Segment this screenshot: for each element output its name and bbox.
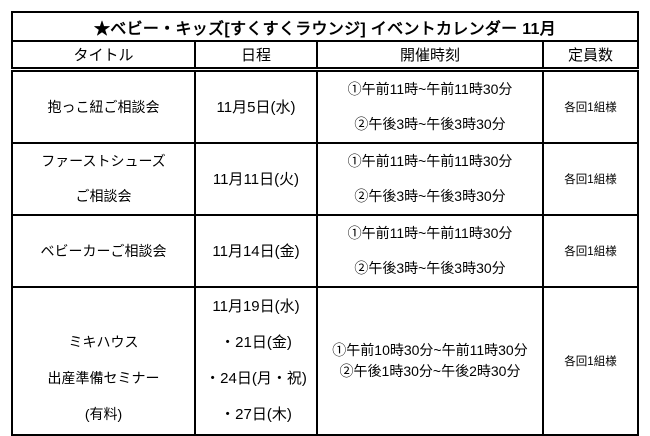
event-time-cell: ①午前11時~午前11時30分 ②午後3時~午後3時30分 xyxy=(316,214,544,288)
column-header-title: タイトル xyxy=(11,40,196,72)
event-date-line: 11月19日(水) xyxy=(212,298,300,315)
capacity-label: 各回1組様 xyxy=(564,174,617,186)
capacity-label: 各回1組様 xyxy=(564,246,617,258)
event-date-cell: 11月19日(水) ・21日(金) ・24日(月・祝) ・27日(木) xyxy=(194,286,318,436)
column-header-date: 日程 xyxy=(194,40,318,72)
event-title-line: (有料) xyxy=(84,406,123,422)
column-header-row: タイトル 日程 開催時刻 定員数 xyxy=(11,40,639,72)
column-header-time: 開催時刻 xyxy=(316,40,544,72)
event-time-line: ②午後1時30分~午後2時30分 xyxy=(339,363,521,379)
event-date-line: ・27日(木) xyxy=(220,406,292,423)
event-title-cell: ベビーカーご相談会 xyxy=(11,214,196,288)
capacity-label: 各回1組様 xyxy=(564,102,617,114)
calendar-title-row: ★ベビー・キッズ[すくすくラウンジ] イベントカレンダー 11月 xyxy=(11,11,639,42)
event-calendar: ★ベビー・キッズ[すくすくラウンジ] イベントカレンダー 11月 タイトル 日程… xyxy=(11,11,639,436)
calendar-table: ★ベビー・キッズ[すくすくラウンジ] イベントカレンダー 11月 タイトル 日程… xyxy=(11,11,639,436)
event-time-cell: ①午前10時30分~午前11時30分 ②午後1時30分~午後2時30分 xyxy=(316,286,544,436)
event-time-cell: ①午前11時~午前11時30分 ②午後3時~午後3時30分 xyxy=(316,68,544,144)
event-title-cell: 抱っこ紐ご相談会 xyxy=(11,68,196,144)
event-title-line: ファーストシューズ xyxy=(41,153,166,169)
event-time-line: ②午後3時~午後3時30分 xyxy=(354,116,506,132)
event-title-line: ご相談会 xyxy=(75,188,132,204)
event-row: ファーストシューズ ご相談会 11月11日(火) ①午前11時~午前11時30分… xyxy=(11,142,639,216)
event-time-line: ①午前11時~午前11時30分 xyxy=(347,81,513,97)
event-capacity-cell: 各回1組様 xyxy=(542,68,639,144)
event-date-cell: 11月11日(火) xyxy=(194,142,318,216)
event-time-line: ①午前10時30分~午前11時30分 xyxy=(332,342,528,358)
event-title-cell: ミキハウス 出産準備セミナー (有料) xyxy=(11,286,196,436)
event-time-line: ②午後3時~午後3時30分 xyxy=(354,188,506,204)
event-time-line: ②午後3時~午後3時30分 xyxy=(354,260,506,276)
event-title-cell: ファーストシューズ ご相談会 xyxy=(11,142,196,216)
event-title-line: 抱っこ紐ご相談会 xyxy=(47,98,160,115)
event-date-line: ・21日(金) xyxy=(220,334,292,351)
event-title-line: 出産準備セミナー xyxy=(47,370,160,386)
event-title-line: ミキハウス xyxy=(68,334,139,350)
event-date-cell: 11月5日(水) xyxy=(194,68,318,144)
event-date-line: ・24日(月・祝) xyxy=(205,370,307,387)
event-capacity-cell: 各回1組様 xyxy=(542,142,639,216)
event-date-line: 11月14日(金) xyxy=(212,242,300,260)
event-capacity-cell: 各回1組様 xyxy=(542,286,639,436)
event-date-cell: 11月14日(金) xyxy=(194,214,318,288)
event-row: 抱っこ紐ご相談会 11月5日(水) ①午前11時~午前11時30分 ②午後3時~… xyxy=(11,68,639,144)
calendar-title: ★ベビー・キッズ[すくすくラウンジ] イベントカレンダー 11月 xyxy=(11,11,639,42)
event-title-line: ベビーカーご相談会 xyxy=(40,242,167,259)
event-time-line: ①午前11時~午前11時30分 xyxy=(347,153,513,169)
event-date-line: 11月11日(火) xyxy=(212,170,300,188)
event-row: ミキハウス 出産準備セミナー (有料) 11月19日(水) ・21日(金) ・2… xyxy=(11,286,639,436)
event-capacity-cell: 各回1組様 xyxy=(542,214,639,288)
column-header-capacity: 定員数 xyxy=(542,40,639,72)
event-time-line: ①午前11時~午前11時30分 xyxy=(347,225,513,241)
event-row: ベビーカーご相談会 11月14日(金) ①午前11時~午前11時30分 ②午後3… xyxy=(11,214,639,288)
capacity-label: 各回1組様 xyxy=(564,356,617,368)
event-date-line: 11月5日(水) xyxy=(216,98,296,116)
event-time-cell: ①午前11時~午前11時30分 ②午後3時~午後3時30分 xyxy=(316,142,544,216)
